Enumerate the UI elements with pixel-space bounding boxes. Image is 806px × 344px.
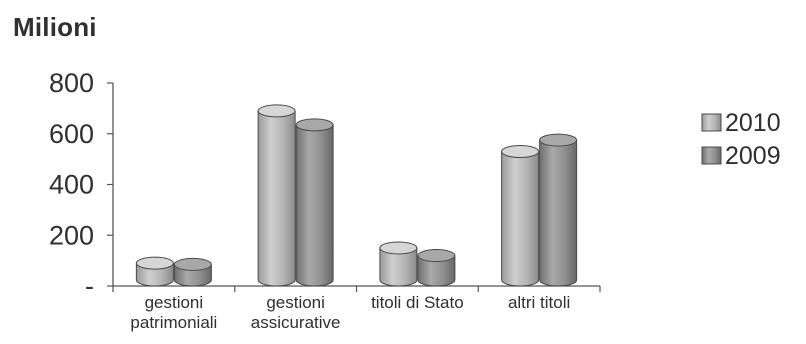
legend-label-2010: 2010 — [725, 109, 781, 137]
x-category-label: altri titoli — [508, 293, 570, 312]
legend-swatch-2010 — [701, 113, 722, 132]
x-category-label: gestioni — [266, 293, 325, 312]
y-tick-label: - — [85, 271, 94, 301]
y-tick-label: 200 — [49, 220, 94, 250]
x-category-label: gestioni — [145, 293, 204, 312]
bar-2010-1 — [257, 104, 296, 287]
legend: 2010 2009 — [701, 109, 781, 170]
bar-2009-2 — [417, 249, 456, 287]
bar-2010-3 — [501, 145, 540, 287]
bars — [135, 104, 578, 287]
x-category-label: patrimoniali — [130, 313, 217, 332]
bar-2009-0 — [173, 257, 212, 287]
bar-2009-3 — [539, 133, 578, 287]
bar-2009-1 — [295, 118, 334, 287]
y-tick-label: 800 — [49, 68, 94, 98]
axes: 800 600 400 200 - — [49, 68, 601, 301]
legend-label-2009: 2009 — [725, 142, 781, 170]
bar-2010-2 — [379, 241, 418, 287]
bar-2010-0 — [135, 256, 174, 287]
legend-swatch-2009 — [701, 146, 722, 165]
x-category-label: assicurative — [251, 313, 341, 332]
y-tick-label: 400 — [49, 170, 94, 200]
category-labels: gestionipatrimonialigestioniassicurative… — [130, 293, 570, 332]
chart-title: Milioni — [13, 12, 97, 42]
y-tick-label: 600 — [49, 119, 94, 149]
x-category-label: titoli di Stato — [371, 293, 464, 312]
